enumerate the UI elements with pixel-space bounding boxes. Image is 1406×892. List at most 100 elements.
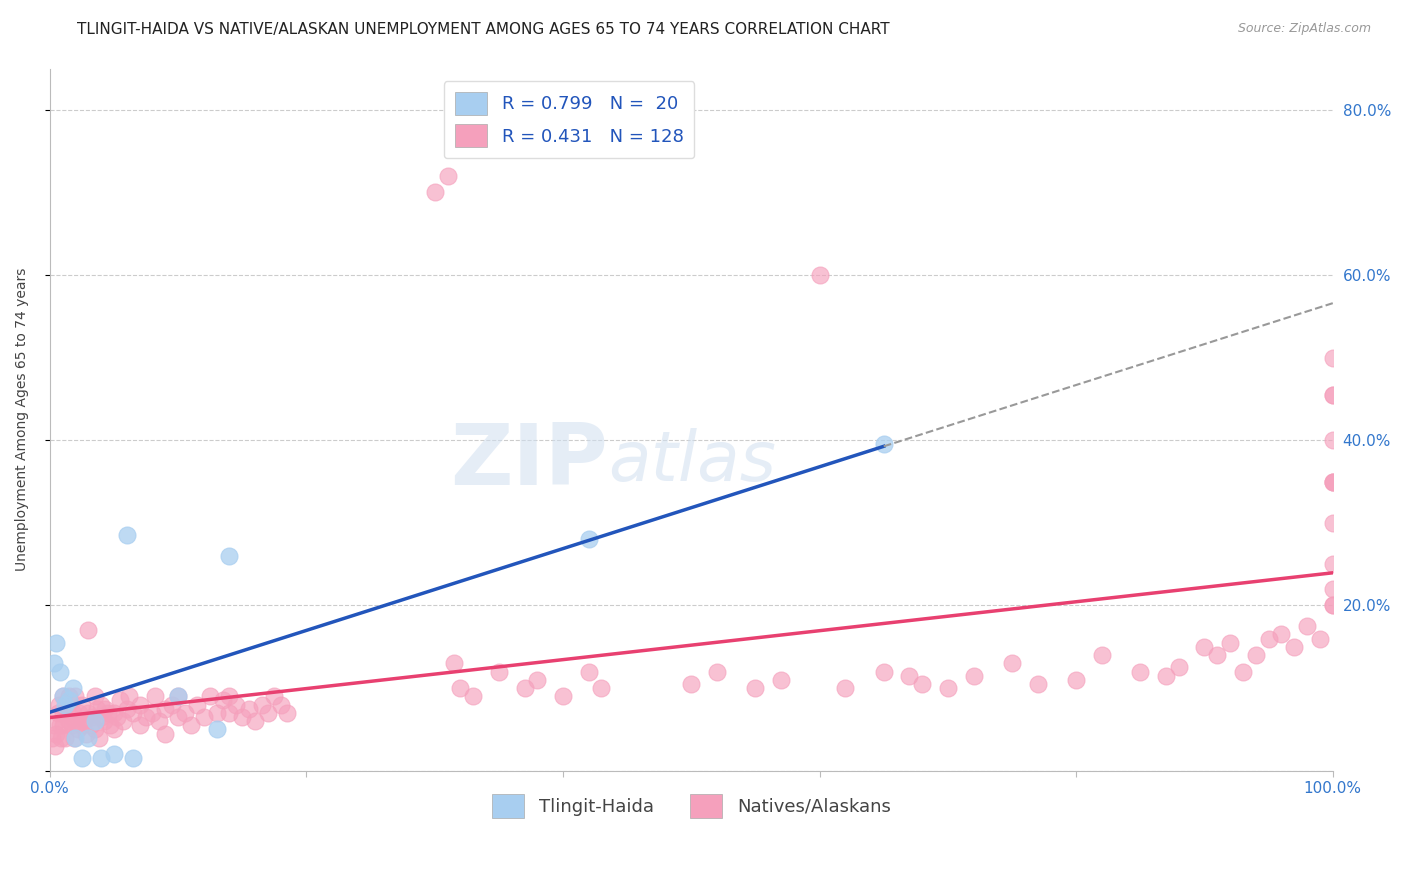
Point [551,690,574,704]
Point [1322,599,1344,613]
Point [90,698,112,712]
Point [93,714,115,728]
Point [83,690,105,704]
Point [200,690,222,704]
Point [52,718,75,732]
Point [257,706,280,720]
Point [225,698,247,712]
Point [250,698,273,712]
Point [42,657,65,671]
Point [898,669,921,683]
Y-axis label: Unemployment Among Ages 65 to 74 years: Unemployment Among Ages 65 to 74 years [15,268,30,571]
Point [1322,475,1344,489]
Point [681,677,703,691]
Point [1194,640,1216,654]
Point [75,726,97,740]
Point [706,665,728,679]
Point [1257,632,1279,646]
Point [1270,627,1292,641]
Text: Source: ZipAtlas.com: Source: ZipAtlas.com [1237,22,1371,36]
Text: ZIP: ZIP [450,420,607,503]
Point [1244,648,1267,662]
Point [58,714,80,728]
Point [98,718,121,732]
Point [911,677,934,691]
Point [52,706,75,720]
Point [65,731,87,745]
Point [1322,475,1344,489]
Point [118,690,141,704]
Point [97,706,120,720]
Point [1322,475,1344,489]
Point [44,739,66,753]
Point [82,710,104,724]
Point [77,731,100,745]
Point [463,690,485,704]
Point [834,681,856,695]
Point [53,731,76,745]
Point [1167,660,1189,674]
Point [1322,557,1344,571]
Point [578,533,600,547]
Point [62,706,84,720]
Point [45,726,67,740]
Point [67,723,90,737]
Point [591,681,613,695]
Point [45,635,67,649]
Point [148,714,170,728]
Point [90,710,112,724]
Point [873,437,896,451]
Point [1322,599,1344,613]
Point [103,747,125,761]
Point [128,698,150,712]
Point [238,702,260,716]
Point [67,706,90,720]
Point [1091,648,1114,662]
Point [173,706,195,720]
Point [80,718,103,732]
Point [60,718,83,732]
Point [58,690,80,704]
Point [110,693,132,707]
Point [488,665,510,679]
Point [218,690,240,704]
Point [46,706,69,720]
Point [1154,669,1177,683]
Point [70,718,93,732]
Point [423,186,446,200]
Point [122,706,145,720]
Point [231,710,253,724]
Point [70,751,93,765]
Point [141,706,163,720]
Point [1064,673,1087,687]
Point [155,726,177,740]
Point [808,268,831,282]
Point [63,731,86,745]
Point [770,673,793,687]
Point [87,731,110,745]
Point [128,718,150,732]
Point [167,690,190,704]
Point [1322,516,1344,530]
Point [1322,388,1344,402]
Point [52,690,75,704]
Point [578,665,600,679]
Point [65,690,87,704]
Point [180,718,202,732]
Point [436,169,458,183]
Point [49,718,72,732]
Point [744,681,766,695]
Point [103,706,125,720]
Point [52,690,75,704]
Point [135,710,157,724]
Point [49,665,72,679]
Point [86,702,108,716]
Point [115,528,138,542]
Text: TLINGIT-HAIDA VS NATIVE/ALASKAN UNEMPLOYMENT AMONG AGES 65 TO 74 YEARS CORRELATI: TLINGIT-HAIDA VS NATIVE/ALASKAN UNEMPLOY… [77,22,890,37]
Text: atlas: atlas [607,428,776,495]
Point [276,706,298,720]
Point [111,714,134,728]
Point [41,731,63,745]
Point [167,690,190,704]
Point [53,698,76,712]
